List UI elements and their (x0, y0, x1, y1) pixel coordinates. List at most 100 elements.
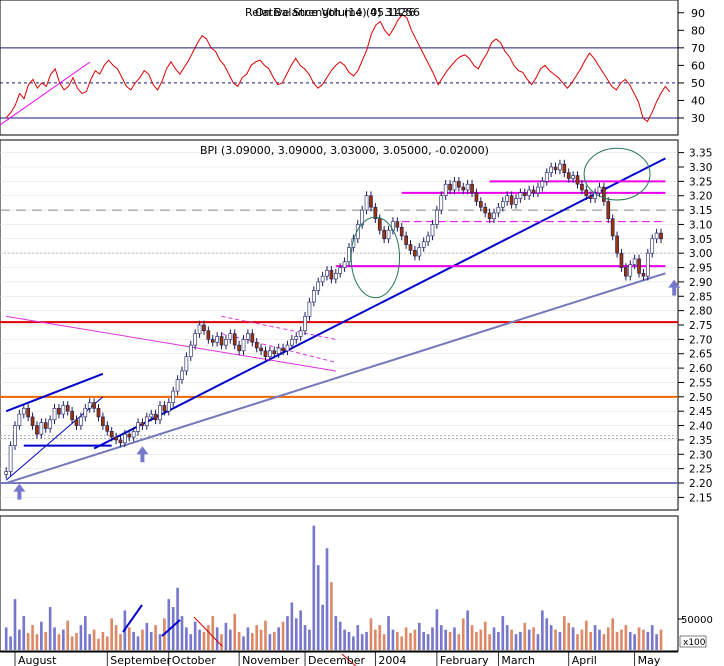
candle-body (61, 405, 66, 415)
candle-body (175, 379, 180, 392)
volume-bar (501, 616, 505, 650)
volume-bar (31, 625, 34, 650)
volume-bar (334, 616, 338, 650)
x-tick-label: September (110, 654, 171, 666)
volume-bar (606, 627, 610, 650)
candle-body (421, 241, 426, 248)
candle-body (562, 163, 567, 174)
volume-bar (602, 634, 606, 650)
candle-body (395, 221, 400, 228)
volume-bar (18, 629, 21, 650)
volume-bar (396, 631, 399, 650)
volume-bar (505, 625, 509, 650)
candle-body (237, 344, 241, 352)
volume-multiplier: x100 (683, 638, 706, 648)
price-tick-label: 3.00 (689, 248, 712, 260)
price-trendline (93, 157, 666, 450)
candle-body (325, 270, 329, 277)
candle-body (399, 227, 404, 237)
volume-bar (646, 631, 650, 650)
price-tick-label: 2.50 (689, 392, 712, 404)
candle-body (624, 267, 628, 277)
volume-bar (483, 621, 487, 650)
candle-body (632, 258, 637, 265)
candle-body (602, 186, 606, 202)
volume-bar (356, 625, 360, 650)
volume-bar (589, 631, 593, 650)
candle-body (347, 247, 351, 263)
volume-bar (48, 607, 52, 650)
candle-body (224, 339, 228, 346)
volume-bar (431, 627, 434, 650)
volume-bar (79, 625, 83, 650)
volume-bar (461, 618, 465, 650)
price-tick-label: 2.80 (689, 306, 712, 318)
indicator-tick-label: 80 (691, 24, 705, 37)
candle-body (619, 252, 624, 268)
candle-body (153, 413, 158, 421)
candle-body (606, 201, 611, 219)
volume-bar (281, 621, 285, 650)
indicator-tick-label: 40 (691, 94, 705, 107)
candle-body (35, 425, 39, 435)
candle-body (101, 416, 105, 426)
volume-bar (448, 631, 452, 650)
candle-body (118, 439, 123, 444)
volume-bar (180, 616, 184, 650)
volume-bar (250, 633, 254, 650)
candle-body (571, 175, 575, 179)
price-tick-label: 2.65 (689, 349, 712, 361)
price-tick-label: 3.15 (689, 205, 712, 217)
candle-body (13, 425, 17, 446)
x-tick-label: October (172, 654, 216, 666)
volume-bar (642, 629, 645, 650)
candle-body (474, 192, 479, 202)
candle-body (276, 347, 281, 355)
volume-bar (650, 625, 654, 650)
candle-body (408, 244, 413, 251)
candle-body (114, 436, 118, 441)
candle-body (96, 408, 101, 418)
candle-body (584, 189, 589, 197)
volume-bar (185, 627, 188, 650)
volume-bar (114, 625, 118, 650)
volume-bar (198, 629, 201, 650)
candle-body (8, 445, 13, 472)
price-tick-label: 2.70 (689, 334, 712, 346)
candle-body (39, 422, 44, 435)
volume-bar (571, 627, 575, 650)
candle-body (158, 405, 162, 421)
up-arrow-icon (13, 483, 26, 500)
candle-body (17, 413, 22, 426)
candle-body (30, 416, 35, 426)
candle-body (210, 339, 215, 343)
volume-bar (549, 625, 553, 650)
volume-bar (536, 634, 540, 650)
candle-body (540, 181, 545, 188)
volume-bar (202, 631, 206, 650)
indicator-line (5, 13, 671, 123)
volume-bar (22, 616, 26, 650)
volume-bar (229, 629, 232, 650)
candle-body (426, 235, 430, 242)
volume-bar (620, 629, 623, 650)
candle-body (448, 183, 452, 191)
candle-body (355, 224, 360, 240)
candle-body (386, 229, 391, 240)
indicator-trendline (0, 61, 91, 126)
volume-bar (264, 620, 267, 650)
candle-body (311, 290, 316, 303)
volume-bar (105, 636, 109, 650)
volume-bar (62, 629, 65, 650)
candle-body (527, 189, 532, 197)
volume-bar (127, 627, 131, 650)
candle-body (202, 324, 206, 332)
candle-body (193, 333, 198, 346)
candle-body (487, 212, 492, 219)
volume-bar (488, 634, 491, 650)
candle-body (659, 232, 663, 240)
x-tick-label: March (501, 654, 535, 666)
price-tick-label: 2.30 (689, 449, 712, 461)
up-arrow-icon (136, 446, 149, 463)
price-trendline (5, 372, 104, 413)
